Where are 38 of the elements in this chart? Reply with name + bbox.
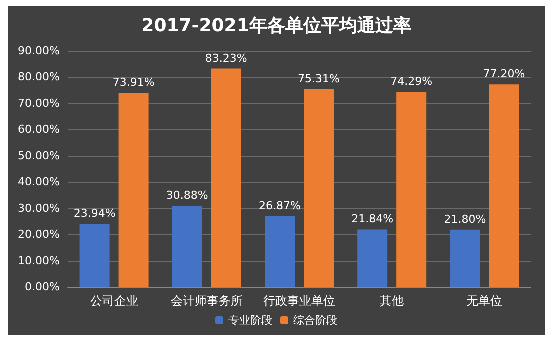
data-label: 21.80% bbox=[444, 212, 486, 226]
y-tick-label: 60.00% bbox=[18, 123, 60, 136]
bar bbox=[172, 206, 202, 287]
y-tick-label: 0.00% bbox=[25, 280, 60, 294]
data-label: 83.23% bbox=[205, 52, 248, 65]
bar bbox=[265, 216, 295, 287]
y-tick-label: 50.00% bbox=[18, 149, 60, 162]
y-tick-label: 30.00% bbox=[18, 202, 60, 215]
bar bbox=[489, 84, 520, 287]
bar bbox=[450, 230, 480, 287]
y-tick-label: 40.00% bbox=[18, 176, 60, 189]
x-tick-label: 行政事业单位 bbox=[264, 294, 336, 308]
data-label: 75.31% bbox=[298, 72, 340, 86]
data-label: 21.84% bbox=[352, 212, 394, 226]
y-tick-label: 80.00% bbox=[18, 70, 60, 84]
data-label: 26.87% bbox=[259, 200, 301, 213]
data-label: 30.88% bbox=[166, 189, 208, 202]
data-label: 74.29% bbox=[390, 75, 433, 88]
bar bbox=[211, 68, 242, 287]
data-label: 23.94% bbox=[74, 207, 116, 220]
data-label: 77.20% bbox=[483, 68, 526, 81]
bar bbox=[304, 90, 334, 287]
bar bbox=[80, 224, 110, 287]
x-tick-label: 公司企业 bbox=[90, 294, 138, 308]
y-tick-label: 70.00% bbox=[18, 96, 60, 110]
y-tick-label: 20.00% bbox=[18, 228, 60, 242]
legend-label: 专业阶段 bbox=[228, 314, 272, 327]
data-label: 73.91% bbox=[112, 76, 155, 90]
bar bbox=[396, 92, 427, 287]
x-tick-label: 无单位 bbox=[466, 294, 503, 308]
y-tick-label: 90.00% bbox=[18, 44, 60, 58]
legend-label: 综合阶段 bbox=[294, 314, 338, 327]
y-tick-label: 10.00% bbox=[18, 254, 60, 268]
bar bbox=[358, 230, 388, 287]
chart-title: 2017-2021年各单位平均通过率 bbox=[142, 16, 412, 36]
bar bbox=[118, 93, 149, 287]
x-tick-label: 会计师事务所 bbox=[170, 294, 243, 308]
x-tick-label: 其他 bbox=[380, 294, 404, 308]
